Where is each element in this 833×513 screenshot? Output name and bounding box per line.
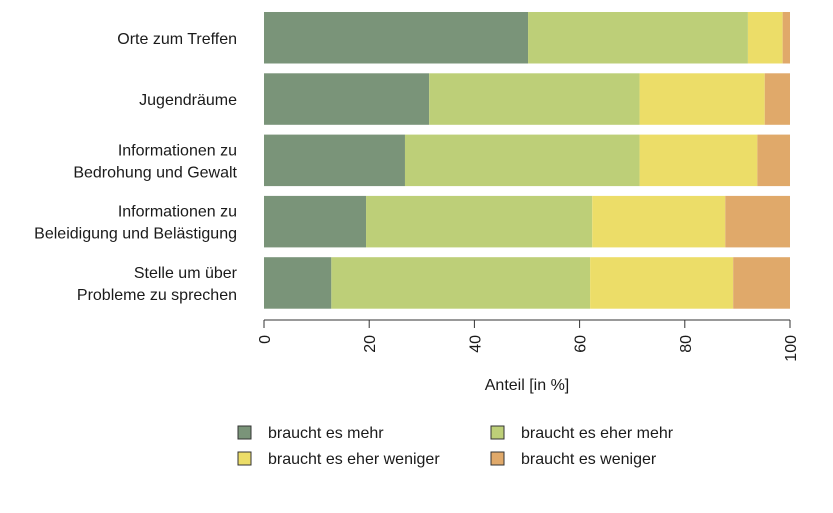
- category-label-line: Stelle um über: [134, 265, 238, 282]
- x-tick-label-80: 80: [678, 335, 695, 353]
- bar-segment-1-4: [782, 12, 790, 64]
- bar-segment-2-1: [264, 73, 430, 125]
- bar-segment-3-1: [264, 134, 405, 187]
- bar-segment-4-4: [725, 195, 790, 248]
- legend-label-2: braucht es eher mehr: [521, 425, 674, 442]
- bar-segment-4-2: [366, 195, 593, 248]
- bar-segment-2-2: [429, 73, 640, 125]
- x-tick-label-100: 100: [783, 335, 800, 362]
- category-label-line: Jugendräume: [139, 92, 237, 109]
- bar-segment-1-1: [264, 12, 529, 64]
- legend-swatch-3: [237, 451, 252, 466]
- category-label-line: Probleme zu sprechen: [77, 287, 237, 304]
- bar-segment-3-3: [639, 134, 758, 187]
- category-label-3: Informationen zu Bedrohung und Gewalt: [73, 142, 237, 181]
- category-label-line: Beleidigung und Belästigung: [34, 226, 237, 243]
- bar-segment-4-1: [264, 195, 367, 248]
- legend-label-3: braucht es eher weniger: [268, 451, 440, 468]
- bar-segment-5-3: [590, 257, 734, 309]
- bars-group: [264, 12, 790, 309]
- legend: braucht es mehr braucht es eher mehr brauc…: [237, 425, 674, 468]
- bar-segment-2-4: [764, 73, 790, 125]
- category-label-4: Informationen zu Beleidigung und Belästig…: [34, 204, 237, 243]
- bar-segment-3-4: [757, 134, 790, 187]
- bar-segment-4-3: [592, 195, 726, 248]
- x-axis-title: Anteil [in %]: [485, 377, 569, 394]
- legend-label-1: braucht es mehr: [268, 425, 384, 442]
- category-label-line: Informationen zu: [118, 142, 237, 159]
- bar-segment-2-3: [639, 73, 765, 125]
- x-tick-label-20: 20: [362, 335, 379, 353]
- x-tick-label-0: 0: [257, 335, 274, 344]
- x-tick-label-40: 40: [467, 335, 484, 353]
- bar-segment-5-1: [264, 257, 332, 309]
- legend-label-4: braucht es weniger: [521, 451, 657, 468]
- legend-swatch-4: [490, 451, 505, 466]
- category-label-line: Informationen zu: [118, 204, 237, 221]
- category-label-1: Orte zum Treffen: [117, 31, 237, 48]
- x-tick-label-60: 60: [573, 335, 590, 353]
- category-labels: Orte zum Treffen Jugendräume Informationen…: [34, 31, 237, 304]
- legend-swatch-2: [490, 425, 505, 440]
- legend-swatch-1: [237, 425, 252, 440]
- category-label-line: Orte zum Treffen: [117, 31, 237, 48]
- category-label-5: Stelle um über Probleme zu sprechen: [77, 265, 238, 304]
- category-label-line: Bedrohung und Gewalt: [73, 164, 237, 181]
- bar-segment-5-2: [331, 257, 591, 309]
- category-label-2: Jugendräume: [139, 92, 237, 109]
- bar-segment-1-2: [528, 12, 748, 64]
- bar-segment-1-3: [747, 12, 783, 64]
- bar-segment-3-2: [404, 134, 640, 187]
- bar-segment-5-4: [733, 257, 790, 309]
- x-axis: 0 20 40 60 80 100: [257, 319, 800, 362]
